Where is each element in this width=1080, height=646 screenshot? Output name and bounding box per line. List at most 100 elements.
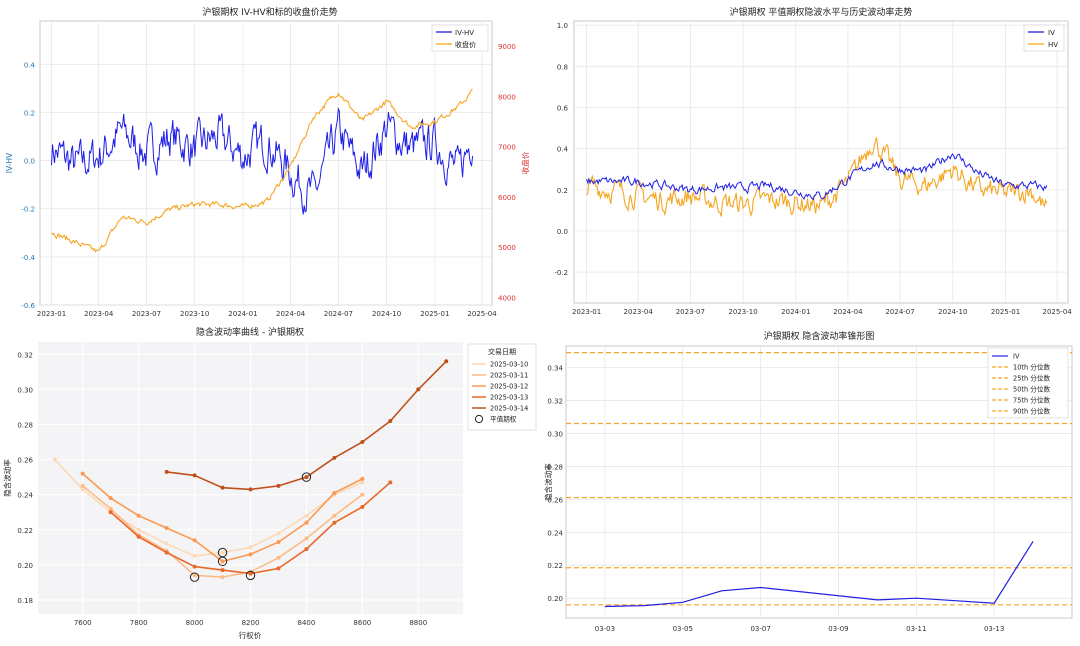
y2-axis-label: 收盘价	[520, 151, 530, 174]
legend-label-hv: HV	[1048, 41, 1058, 49]
chart-title: 沪银期权 隐含波动率锥形图	[764, 330, 875, 342]
data-point	[192, 473, 197, 478]
x-tick-label: 2024-10	[372, 310, 401, 318]
atm-marker	[301, 472, 312, 482]
y-tick-label: 0.20	[17, 562, 33, 570]
data-point	[332, 520, 337, 525]
x-tick-label: 2023-01	[572, 308, 601, 316]
x-tick-label: 2023-01	[37, 310, 66, 318]
y-tick-label: 0.28	[17, 421, 33, 429]
x-tick-label: 03-05	[673, 625, 693, 633]
data-point	[248, 571, 253, 576]
data-point	[360, 440, 365, 445]
legend-label: 75th 分位数	[1013, 396, 1050, 405]
y-tick-label: 0.24	[547, 529, 563, 537]
legend-label-iv: IV	[1048, 29, 1055, 37]
data-point	[192, 564, 197, 569]
x-tick-label: 2024-10	[938, 308, 967, 316]
y-tick-label: 0.2	[557, 187, 568, 195]
y-tick-label: 0.22	[17, 527, 33, 535]
x-tick-label: 2023-07	[132, 310, 161, 318]
x-tick-label: 2024-07	[885, 308, 914, 316]
data-point	[108, 506, 113, 511]
data-point	[80, 471, 85, 476]
x-tick-label: 2024-04	[833, 308, 863, 316]
y-tick-label: 0.0	[557, 228, 568, 236]
y2-tick-label: 8000	[498, 93, 516, 101]
data-point	[332, 513, 337, 518]
y2-tick-label: 7000	[498, 144, 516, 152]
y-tick-label: 0.6	[557, 104, 569, 112]
y-tick-label: 0.8	[557, 63, 568, 71]
y-tick-label: -0.6	[21, 302, 35, 310]
y-tick-label: 0.26	[17, 457, 33, 465]
x-axis-label: 行权价	[239, 630, 262, 640]
y-tick-label: 0.18	[17, 597, 33, 605]
data-point	[108, 496, 113, 501]
data-point	[52, 457, 57, 462]
x-tick-label: 03-09	[828, 625, 848, 633]
y-tick-label: -0.2	[21, 206, 35, 214]
atm-marker	[217, 556, 228, 567]
legend-label: 50th 分位数	[1013, 385, 1050, 394]
y-axis-label: 隐含波动率	[543, 463, 553, 501]
data-point	[276, 566, 281, 571]
data-point	[220, 575, 225, 580]
series-line-iv-hv	[51, 107, 474, 215]
data-point	[136, 527, 141, 532]
x-tick-label: 2024-04	[276, 310, 306, 318]
chart-title: 沪银期权 平值期权隐波水平与历史波动率走势	[730, 6, 913, 18]
x-tick-label: 03-13	[984, 625, 1004, 633]
legend-box	[1023, 24, 1065, 52]
legend-label: IV	[1013, 353, 1020, 361]
x-tick-label: 2023-10	[728, 308, 757, 316]
y-tick-label: 0.0	[24, 158, 35, 166]
data-point	[360, 480, 365, 485]
data-point	[304, 536, 309, 541]
y-tick-label: 0.22	[547, 562, 563, 570]
data-point	[220, 568, 225, 573]
x-tick-label: 2023-04	[84, 310, 114, 318]
x-tick-label: 2024-07	[324, 310, 353, 318]
data-point	[136, 534, 141, 539]
legend-label: 90th 分位数	[1013, 407, 1050, 416]
data-point	[304, 475, 309, 480]
chart-iv-hv-close: 沪银期权 IV-HV和标的收盘价走势 -0.6 -0.4 -0.2 0.0 0.2 0.4 4…	[5, 6, 530, 318]
data-point	[304, 547, 309, 552]
legend-box	[987, 347, 1069, 419]
data-point	[164, 469, 169, 474]
data-point	[416, 387, 421, 392]
x-tick-label: 8400	[298, 619, 316, 627]
y-tick-label: 0.30	[547, 430, 563, 438]
legend-label-atm: 平值期权	[490, 415, 517, 424]
x-tick-label: 8000	[186, 619, 204, 627]
x-tick-label: 2023-10	[180, 310, 209, 318]
chart-iv-hv-level: 沪银期权 平值期权隐波水平与历史波动率走势 -0.2 0.0 0.2 0.4 0.6 0.8…	[554, 6, 1072, 316]
x-tick-label: 2025-04	[467, 310, 497, 318]
plot-frame	[573, 20, 1069, 304]
data-point	[276, 531, 281, 536]
legend-title: 交易日期	[488, 347, 516, 356]
x-tick-label: 2025-01	[420, 310, 449, 318]
x-tick-label: 03-11	[906, 625, 926, 633]
legend-label: 25th 分位数	[1013, 374, 1050, 383]
x-tick-label: 03-03	[595, 625, 615, 633]
data-point	[80, 487, 85, 492]
y-tick-label: 0.26	[547, 496, 563, 504]
x-tick-label: 8800	[409, 619, 427, 627]
x-tick-label: 03-07	[750, 625, 770, 633]
y-tick-label: -0.2	[554, 269, 568, 277]
legend-swatch-atm	[474, 414, 484, 424]
data-point	[388, 418, 393, 423]
y2-tick-label: 9000	[498, 43, 516, 51]
data-point	[192, 554, 197, 559]
y-tick-label: 0.20	[547, 595, 563, 603]
x-tick-label: 2024-01	[781, 308, 810, 316]
x-tick-label: 2023-07	[676, 308, 705, 316]
data-point	[360, 476, 365, 481]
data-point	[164, 550, 169, 555]
data-point	[276, 540, 281, 545]
y-tick-label: 0.32	[547, 397, 563, 405]
y-tick-label: 0.24	[17, 492, 33, 500]
data-point	[108, 510, 113, 515]
